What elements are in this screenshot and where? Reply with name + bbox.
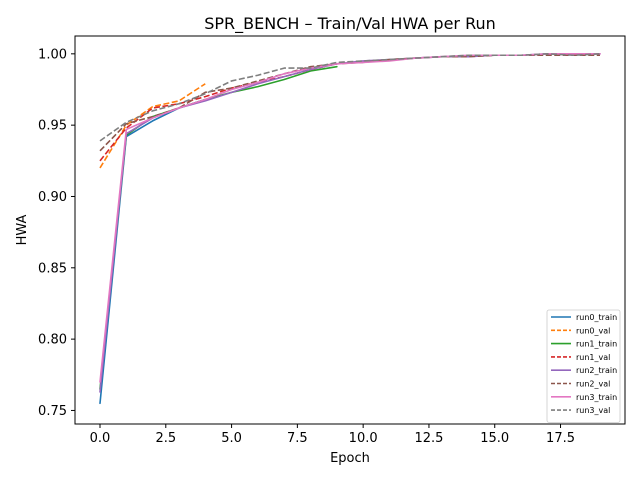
x-tick-label: 5.0 <box>221 431 242 446</box>
series-line-run3_val <box>99 53 601 142</box>
y-axis-ticks: 0.75 0.80 0.85 0.90 0.95 1.00 <box>38 47 75 419</box>
series-line-run3_train <box>99 53 601 383</box>
y-tick-label: 0.90 <box>38 190 67 205</box>
legend-label: run2_train <box>576 366 617 375</box>
x-tick-label: 12.5 <box>414 431 443 446</box>
x-axis-label: Epoch <box>330 451 370 466</box>
y-tick-label: 0.95 <box>38 119 67 134</box>
legend-label: run3_train <box>576 393 617 402</box>
x-tick-label: 0.0 <box>90 431 111 446</box>
x-tick-label: 15.0 <box>480 431 509 446</box>
legend-box <box>546 309 621 423</box>
axes-frame <box>74 35 626 425</box>
x-tick-label: 7.5 <box>287 431 308 446</box>
legend-label: run0_train <box>576 313 617 322</box>
y-tick-label: 1.00 <box>38 47 67 62</box>
legend: run0_train run0_val run1_train run1_val run2… <box>546 309 621 423</box>
y-axis-label: HWA <box>15 214 30 245</box>
legend-label: run0_val <box>576 326 610 335</box>
legend-label: run3_val <box>576 406 610 415</box>
y-tick-label: 0.80 <box>38 333 67 348</box>
y-tick-label: 0.75 <box>38 404 67 419</box>
x-tick-label: 10.0 <box>349 431 378 446</box>
series-layer <box>99 53 601 405</box>
x-tick-label: 17.5 <box>546 431 575 446</box>
series-line-run0_val <box>99 83 206 169</box>
y-tick-label: 0.85 <box>38 261 67 276</box>
legend-label: run1_val <box>576 353 610 362</box>
legend-label: run2_val <box>576 380 610 389</box>
x-tick-label: 2.5 <box>155 431 176 446</box>
legend-label: run1_train <box>576 340 617 349</box>
x-axis-ticks: 0.0 2.5 5.0 7.5 10.0 12.5 15.0 17.5 <box>90 424 575 446</box>
chart-title: SPR_BENCH – Train/Val HWA per Run <box>204 14 496 34</box>
